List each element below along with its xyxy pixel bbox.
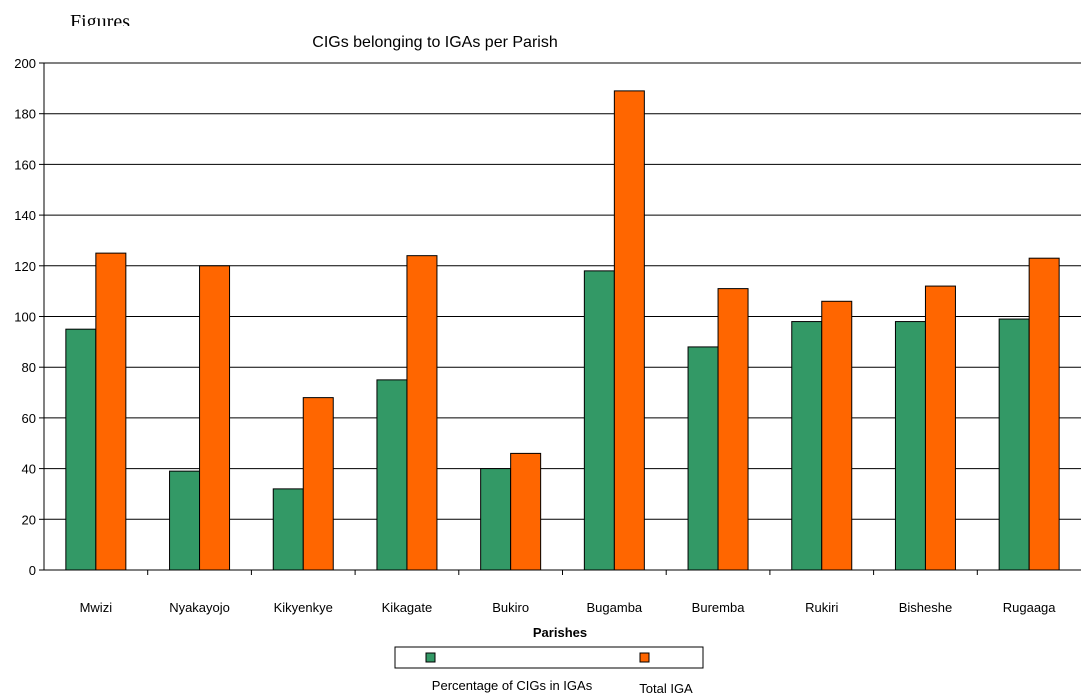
x-tick-label: Buremba <box>692 600 746 615</box>
bar-total-buremba <box>717 288 749 571</box>
x-tick-label: Kikyenkye <box>274 600 333 615</box>
bar-percentage-bisheshe <box>894 321 926 571</box>
x-axis-title: Parishes <box>533 625 587 640</box>
x-tick-label: Bisheshe <box>899 600 952 615</box>
y-tick-label: 20 <box>22 512 36 527</box>
bar-percentage-mwizi <box>65 328 97 571</box>
bar-total-nyakayojo <box>199 265 231 571</box>
bar-total-kikyenkye <box>302 397 334 571</box>
bar-total-bugamba <box>613 90 645 571</box>
legend-key-total <box>639 652 650 663</box>
y-tick-label: 0 <box>29 563 36 578</box>
legend-box <box>394 646 704 669</box>
legend-key-percentage <box>425 652 436 663</box>
bar-percentage-bugamba <box>583 270 615 571</box>
y-tick-label: 100 <box>14 310 36 325</box>
x-tick-label: Rukiri <box>805 600 838 615</box>
y-tick-label: 40 <box>22 462 36 477</box>
legend-label-percentage: Percentage of CIGs in IGAs <box>432 678 593 693</box>
x-tick-label: Nyakayojo <box>169 600 230 615</box>
bar-total-bukiro <box>510 452 542 571</box>
x-tick-label: Bugamba <box>587 600 643 615</box>
bar-percentage-nyakayojo <box>169 470 201 571</box>
bar-total-bisheshe <box>924 285 956 571</box>
bar-total-rukiri <box>821 300 853 571</box>
bar-total-rugaaga <box>1028 257 1060 571</box>
bar-total-kikagate <box>406 255 438 571</box>
bar-percentage-kikagate <box>376 379 408 571</box>
bar-total-mwizi <box>95 252 127 571</box>
page-heading: Figures <box>70 12 130 26</box>
y-tick-label: 120 <box>14 259 36 274</box>
y-tick-label: 200 <box>14 56 36 71</box>
y-tick-label: 60 <box>22 411 36 426</box>
bar-percentage-rukiri <box>791 321 823 571</box>
bar-percentage-kikyenkye <box>272 488 304 571</box>
x-tick-label: Rugaaga <box>1003 600 1057 615</box>
legend-label-total: Total IGA <box>639 681 693 696</box>
chart-title: CIGs belonging to IGAs per Parish <box>312 34 558 51</box>
y-tick-label: 80 <box>22 360 36 375</box>
x-tick-label: Bukiro <box>492 600 529 615</box>
y-tick-label: 140 <box>14 208 36 223</box>
bar-percentage-buremba <box>687 346 719 571</box>
y-tick-label: 160 <box>14 157 36 172</box>
x-tick-label: Kikagate <box>382 600 433 615</box>
bar-percentage-rugaaga <box>998 318 1030 571</box>
y-tick-label: 180 <box>14 107 36 122</box>
bar-percentage-bukiro <box>480 468 512 571</box>
x-tick-label: Mwizi <box>80 600 113 615</box>
